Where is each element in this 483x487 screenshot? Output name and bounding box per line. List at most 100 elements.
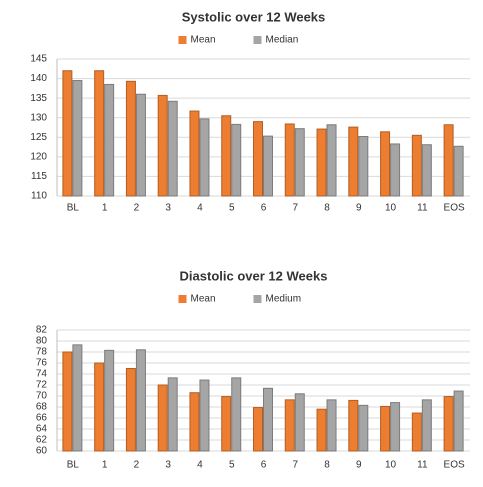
y-tick-label: 120 [30, 151, 47, 162]
x-tick-label: BL [67, 460, 80, 471]
bar [294, 128, 305, 197]
bar [62, 70, 73, 197]
bar [326, 124, 337, 197]
x-tick-label: 2 [134, 203, 140, 214]
bar [380, 131, 391, 197]
bar [453, 390, 464, 452]
y-tick-label: 115 [31, 171, 47, 182]
bar [72, 344, 83, 452]
bar [453, 145, 464, 197]
bar [189, 110, 200, 197]
legend-label: Mean [191, 294, 216, 305]
bar [94, 362, 105, 452]
bar [253, 407, 263, 452]
y-tick-label: 135 [30, 93, 47, 104]
bar [167, 100, 178, 197]
bar [125, 368, 136, 452]
legend-label: Mean [191, 35, 216, 46]
x-tick-label: 7 [292, 203, 298, 214]
x-tick-label: 10 [385, 203, 397, 214]
bar [316, 408, 327, 452]
x-tick-label: 9 [356, 203, 362, 214]
y-tick-label: 76 [36, 358, 48, 369]
x-tick-label: EOS [444, 460, 465, 471]
y-tick-label: 60 [36, 446, 48, 457]
x-tick-label: 4 [197, 460, 203, 471]
chart-title: Systolic over 12 Weeks [182, 9, 326, 24]
bar [421, 144, 432, 197]
x-tick-label: 4 [197, 203, 203, 214]
bar [231, 377, 242, 452]
x-tick-label: 11 [417, 203, 428, 214]
bar [94, 70, 105, 197]
y-tick-label: 82 [36, 325, 48, 336]
bar [104, 349, 115, 452]
bar [157, 384, 168, 452]
bar [358, 136, 369, 197]
y-tick-label: 64 [36, 424, 48, 435]
bar [135, 349, 146, 452]
bar [221, 115, 232, 197]
bar [263, 135, 273, 197]
y-tick-label: 70 [36, 391, 48, 402]
bar [443, 396, 454, 452]
y-tick-label: 68 [36, 402, 48, 413]
y-tick-label: 110 [31, 191, 47, 202]
bar [125, 80, 136, 197]
x-tick-label: 6 [261, 203, 267, 214]
bar [62, 351, 73, 452]
y-tick-label: 80 [36, 336, 48, 347]
x-tick-label: 5 [229, 460, 235, 471]
bar [221, 396, 232, 452]
y-tick-label: 78 [36, 347, 48, 358]
bar [167, 377, 178, 452]
bar [316, 128, 327, 197]
y-tick-label: 145 [30, 54, 47, 65]
x-tick-label: 1 [102, 460, 108, 471]
bar [284, 399, 295, 452]
x-tick-label: 9 [356, 460, 362, 471]
y-tick-label: 125 [30, 132, 47, 143]
x-tick-label: 8 [324, 460, 330, 471]
bar [348, 399, 359, 452]
y-tick-label: 74 [36, 369, 48, 380]
bar [390, 143, 401, 197]
bar [231, 123, 242, 197]
x-tick-label: 2 [134, 460, 140, 471]
x-tick-label: 7 [292, 460, 298, 471]
x-tick-label: 11 [417, 460, 428, 471]
x-tick-label: 10 [385, 460, 397, 471]
bar [358, 404, 369, 452]
bar [135, 93, 146, 197]
x-tick-label: BL [67, 203, 80, 214]
bar [284, 123, 295, 197]
bar [199, 379, 210, 452]
legend-label: Medium [266, 294, 302, 305]
bar [104, 83, 115, 197]
bar [411, 412, 422, 452]
y-tick-label: 66 [36, 413, 48, 424]
x-tick-label: 3 [165, 203, 171, 214]
bar [348, 126, 359, 197]
bar [421, 399, 432, 452]
bar [189, 392, 200, 452]
legend-label: Median [266, 35, 299, 46]
x-tick-label: 3 [165, 460, 171, 471]
bar [199, 118, 210, 197]
chart-title: Diastolic over 12 Weeks [180, 268, 328, 283]
x-tick-label: 5 [229, 203, 235, 214]
legend-swatch [253, 36, 262, 44]
bar [390, 402, 401, 452]
x-tick-label: 6 [261, 460, 267, 471]
x-tick-label: 8 [324, 203, 330, 214]
bar [380, 405, 391, 452]
bar [157, 94, 168, 197]
legend-swatch [253, 295, 262, 303]
y-tick-label: 130 [30, 112, 47, 123]
bar [443, 124, 454, 197]
bar [294, 393, 305, 452]
y-tick-label: 72 [36, 380, 48, 391]
legend-swatch [178, 295, 187, 303]
bar [326, 399, 337, 452]
